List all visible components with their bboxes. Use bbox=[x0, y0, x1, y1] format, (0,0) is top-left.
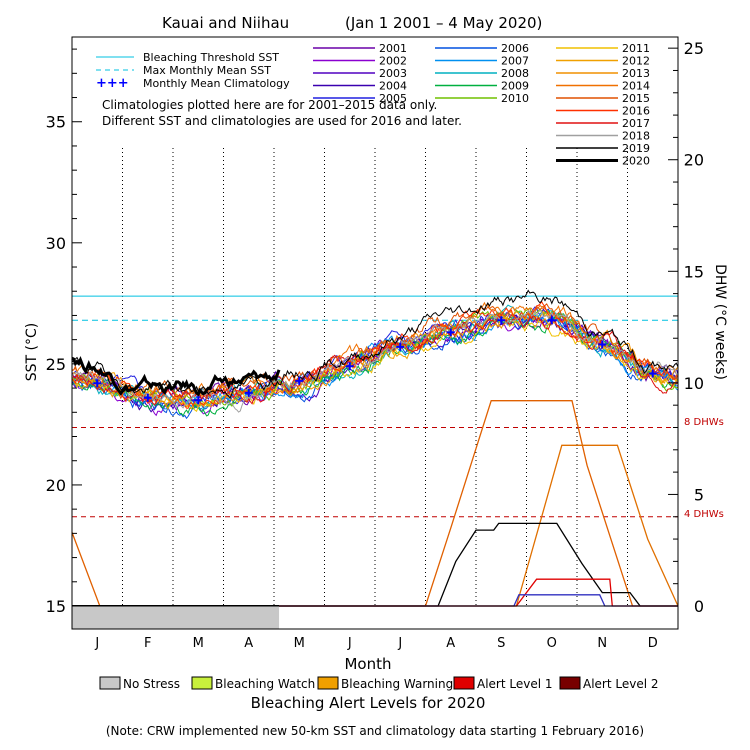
climatology-markers bbox=[93, 316, 657, 405]
year-label-2019: 2019 bbox=[622, 142, 650, 155]
reference-legend: Bleaching Threshold SST Max Monthly Mean… bbox=[96, 51, 462, 128]
year-label-2001: 2001 bbox=[379, 42, 407, 55]
climatology-marker bbox=[93, 379, 102, 388]
left-tick-label: 30 bbox=[46, 234, 66, 253]
y-axis-label-left: SST (°C) bbox=[24, 323, 40, 381]
note-line-2: Different SST and climatologies are used… bbox=[102, 114, 462, 128]
sst-series-2016 bbox=[71, 300, 679, 409]
month-tick-label: J bbox=[397, 636, 402, 651]
x-axis-label: Month bbox=[344, 655, 391, 673]
month-tick-label: M bbox=[294, 636, 305, 651]
year-label-2010: 2010 bbox=[501, 92, 529, 105]
year-label-2007: 2007 bbox=[501, 55, 529, 68]
right-axis: 0 5 10 15 20 25 bbox=[668, 39, 704, 616]
left-tick-label: 25 bbox=[46, 355, 66, 374]
dhw-8-label: 8 DHWs bbox=[684, 417, 724, 428]
alert-legend-title: Bleaching Alert Levels for 2020 bbox=[251, 694, 486, 712]
alert-label: No Stress bbox=[123, 677, 180, 691]
stress-bar bbox=[72, 606, 280, 629]
alert-swatch bbox=[317, 676, 339, 690]
climatology-marker bbox=[143, 393, 152, 402]
year-label-2020: 2020 bbox=[622, 155, 650, 168]
left-tick-label: 20 bbox=[46, 476, 66, 495]
note-line-1: Climatologies plotted here are for 2001–… bbox=[102, 98, 437, 112]
month-tick-label: J bbox=[347, 636, 352, 651]
year-label-2002: 2002 bbox=[379, 55, 407, 68]
month-tick-label: S bbox=[497, 636, 505, 651]
year-label-2015: 2015 bbox=[622, 92, 650, 105]
month-tick-label: J bbox=[94, 636, 99, 651]
chart-date-range: (Jan 1 2001 – 4 May 2020) bbox=[345, 14, 542, 32]
climatology-marker bbox=[547, 316, 556, 325]
alert-swatch bbox=[191, 676, 213, 690]
right-tick-label: 20 bbox=[684, 151, 704, 170]
sst-series-2013 bbox=[71, 310, 679, 407]
chart-title: Kauai and Niihau bbox=[162, 14, 289, 32]
climatology-marker bbox=[648, 369, 657, 378]
sst-series-2018 bbox=[71, 309, 679, 413]
year-label-2013: 2013 bbox=[622, 67, 650, 80]
stress-bar-no-stress bbox=[72, 606, 280, 629]
legend-mmm-label: Max Monthly Mean SST bbox=[143, 64, 271, 77]
legend-climatology-swatch: +++ bbox=[96, 76, 129, 91]
year-label-2017: 2017 bbox=[622, 117, 650, 130]
right-tick-label: 10 bbox=[684, 374, 704, 393]
year-label-2018: 2018 bbox=[622, 130, 650, 143]
alert-swatch bbox=[99, 676, 121, 690]
sst-series-2020 bbox=[71, 356, 281, 397]
left-axis: 15 20 25 30 35 bbox=[46, 48, 82, 616]
alert-levels-legend: No Stress Bleaching Watch Bleaching Warnin… bbox=[99, 676, 659, 691]
year-label-2016: 2016 bbox=[622, 105, 650, 118]
climatology-marker bbox=[598, 340, 607, 349]
month-tick-label: F bbox=[144, 636, 151, 651]
year-label-2014: 2014 bbox=[622, 80, 650, 93]
year-label-2011: 2011 bbox=[622, 42, 650, 55]
right-tick-label: 25 bbox=[684, 39, 704, 58]
sst-series-group bbox=[71, 289, 679, 420]
climatology-marker bbox=[345, 362, 354, 371]
year-label-2008: 2008 bbox=[501, 67, 529, 80]
dhw-4-label: 4 DHWs bbox=[684, 509, 724, 520]
sst-series-2017 bbox=[71, 314, 679, 406]
alert-label: Alert Level 1 bbox=[477, 677, 553, 691]
climatology-marker bbox=[446, 328, 455, 337]
year-label-2012: 2012 bbox=[622, 55, 650, 68]
plot-frame bbox=[71, 36, 679, 630]
climatology-marker bbox=[194, 396, 203, 405]
climatology-marker bbox=[244, 388, 253, 397]
left-tick-label: 35 bbox=[46, 113, 66, 132]
legend-threshold-label: Bleaching Threshold SST bbox=[143, 51, 279, 64]
y-axis-label-right: DHW (°C weeks) bbox=[712, 264, 728, 380]
left-tick-label: 15 bbox=[46, 597, 66, 616]
right-tick-label: 5 bbox=[694, 485, 704, 504]
year-label-2003: 2003 bbox=[379, 67, 407, 80]
alert-label: Bleaching Warning bbox=[341, 677, 453, 691]
climatology-marker bbox=[497, 316, 506, 325]
year-label-2006: 2006 bbox=[501, 42, 529, 55]
alert-swatch bbox=[453, 676, 475, 690]
climatology-marker bbox=[295, 376, 304, 385]
month-tick-label: N bbox=[597, 636, 607, 651]
month-tick-label: D bbox=[648, 636, 658, 651]
month-tick-label: A bbox=[446, 636, 455, 651]
legend-climatology-label: Monthly Mean Climatology bbox=[143, 77, 290, 90]
month-tick-label: M bbox=[193, 636, 204, 651]
month-tick-label: O bbox=[547, 636, 557, 651]
alert-label: Bleaching Watch bbox=[215, 677, 315, 691]
right-tick-label: 0 bbox=[694, 597, 704, 616]
alert-label: Alert Level 2 bbox=[583, 677, 659, 691]
year-label-2005: 2005 bbox=[379, 92, 407, 105]
footnote: (Note: CRW implemented new 50-km SST and… bbox=[106, 724, 644, 738]
month-tick-label: A bbox=[244, 636, 253, 651]
dhw-series bbox=[72, 522, 678, 607]
right-tick-label: 15 bbox=[684, 262, 704, 281]
year-label-2009: 2009 bbox=[501, 80, 529, 93]
year-label-2004: 2004 bbox=[379, 80, 407, 93]
reference-lines bbox=[72, 295, 678, 518]
climatology-marker bbox=[396, 342, 405, 351]
alert-swatch bbox=[559, 676, 581, 690]
